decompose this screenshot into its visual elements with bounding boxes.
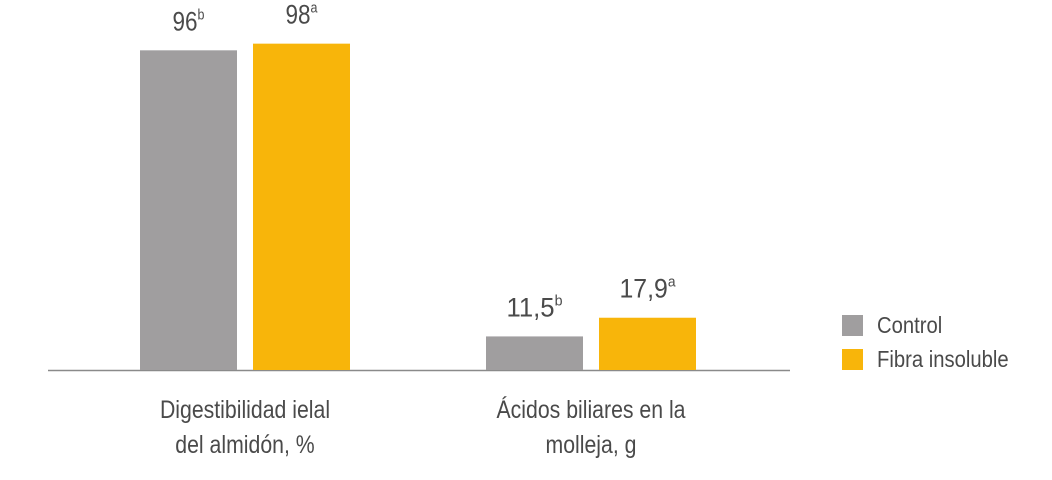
significance-superscript: b [555,292,563,309]
bar-1-1 [599,317,696,370]
category-label-1: Ácidos biliares en la molleja, g [464,393,719,463]
data-label: 98a [286,0,319,30]
category-label-line: Digestibilidad ielal [159,396,331,424]
bar-0-0 [140,50,237,370]
legend-label: Control [877,312,943,338]
significance-superscript: b [198,6,205,23]
legend-swatch-control [842,315,863,336]
data-label: 17,9a [620,274,677,304]
legend-item-control: Control [842,312,951,339]
data-label: 11,5b [507,292,563,322]
category-label-0: Digestibilidad ielal del almidón, % [118,393,373,463]
legend-item-fibra-insoluble: Fibra insoluble [842,346,1027,373]
legend-swatch-fibra [842,349,863,370]
bar-0-1 [486,336,583,370]
category-label-line: Ácidos biliares en la [496,396,686,424]
significance-superscript: a [668,274,676,291]
data-label: 96b [173,6,205,36]
bar-1-0 [253,43,350,370]
category-label-line: del almidón, % [175,431,315,459]
legend-label: Fibra insoluble [877,346,1009,372]
significance-superscript: a [311,0,319,17]
category-label-line: molleja, g [545,431,637,459]
